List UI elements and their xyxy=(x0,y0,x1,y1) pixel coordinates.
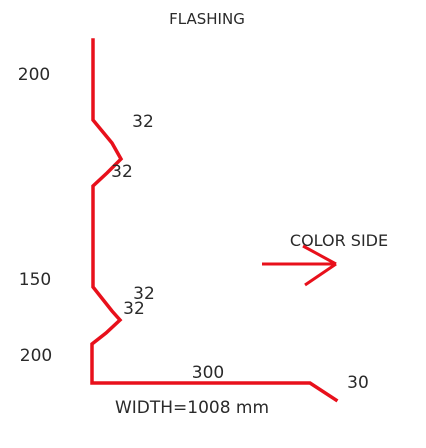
arrow-right-icon xyxy=(262,244,337,287)
dim-bottom-vertical: 200 xyxy=(20,346,52,366)
flashing-profile-line xyxy=(90,38,339,403)
dim-second-bend-lower: 32 xyxy=(123,299,145,319)
dim-first-bend-upper: 32 xyxy=(132,112,154,132)
dim-bottom-horizontal: 300 xyxy=(192,363,224,383)
dim-first-bend-lower: 32 xyxy=(111,162,133,182)
diagram-title: FLASHING xyxy=(169,10,245,28)
dim-second-bend-upper: 32 xyxy=(133,284,155,304)
color-side-label: COLOR SIDE xyxy=(290,231,388,250)
dim-middle-vertical: 150 xyxy=(19,270,51,290)
dim-end-return: 30 xyxy=(347,373,369,393)
dim-top-vertical: 200 xyxy=(18,65,50,85)
width-label: WIDTH=1008 mm xyxy=(115,398,269,418)
